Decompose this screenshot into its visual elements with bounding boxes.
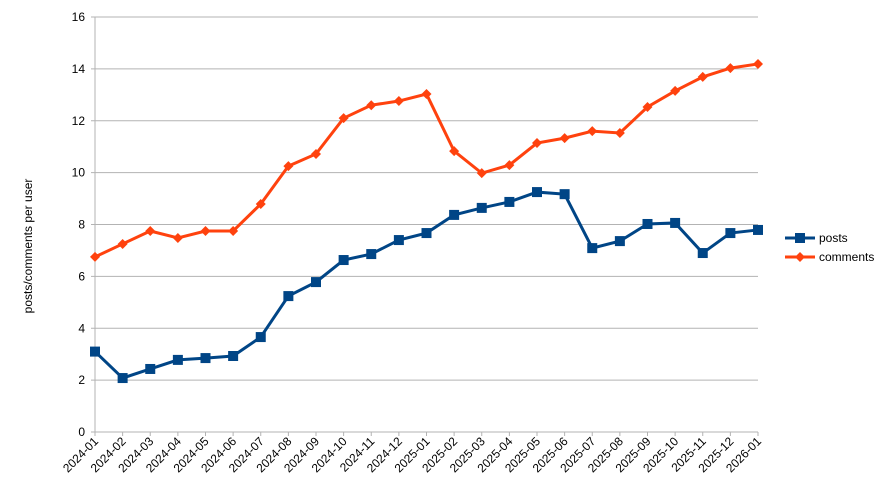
data-point-posts [504,196,515,207]
data-point-comments [476,168,487,179]
data-point-comments [172,232,183,243]
data-point-posts [587,243,598,254]
data-point-comments [697,71,708,82]
series-line-posts [93,190,759,380]
data-point-posts [642,218,653,229]
data-point-posts [725,228,736,239]
data-point-posts [255,332,266,343]
data-point-comments [393,96,404,107]
data-point-posts [311,277,321,288]
y-tick-label: 16 [72,10,86,24]
y-tick-label: 6 [78,269,85,283]
y-tick-label: 0 [78,425,85,439]
y-axis-label: posts/comments per user [21,179,35,314]
data-point-comments [366,100,377,111]
data-point-comments [559,133,570,144]
data-point-comments [753,58,763,69]
data-point-comments [311,148,321,159]
data-point-posts [393,235,404,246]
data-point-posts [200,353,211,364]
data-point-comments [200,225,211,236]
data-point-posts [366,249,377,260]
y-tick-label: 2 [78,373,85,387]
legend-marker-posts [795,233,805,243]
data-point-posts [670,217,681,228]
y-tick-label: 10 [72,166,86,180]
data-point-posts [172,354,183,365]
data-point-comments [670,85,681,96]
legend-marker-comments [795,252,805,262]
y-tick-label: 14 [72,62,86,76]
data-point-comments [117,238,128,249]
data-point-posts [421,228,432,239]
data-point-comments [725,63,736,74]
y-tick-label: 12 [72,114,86,128]
legend-label-posts: posts [819,231,848,245]
data-point-comments [90,251,100,262]
data-point-posts [559,189,570,200]
data-point-posts [532,187,542,198]
legend-label-comments: comments [819,250,874,264]
y-tick-label: 8 [78,218,85,232]
data-point-comments [283,161,294,172]
data-point-comments [614,127,625,138]
data-point-comments [504,160,515,171]
data-point-comments [532,138,542,149]
data-point-posts [117,373,128,384]
data-point-comments [642,102,653,113]
data-point-comments [145,225,156,236]
data-point-posts [697,248,708,259]
y-tick-label: 4 [78,321,85,335]
data-point-posts [614,236,625,247]
data-point-comments [587,126,598,137]
data-point-comments [228,225,239,236]
data-point-posts [753,224,763,235]
data-point-posts [145,363,156,374]
data-point-posts [338,255,349,266]
data-point-comments [338,113,349,124]
data-point-posts [283,291,294,302]
data-point-comments [255,199,266,210]
data-point-posts [476,202,487,213]
data-point-posts [449,209,460,220]
data-point-posts [90,346,100,357]
data-point-comments [421,89,432,100]
data-point-comments [449,146,460,157]
data-point-posts [228,351,239,362]
